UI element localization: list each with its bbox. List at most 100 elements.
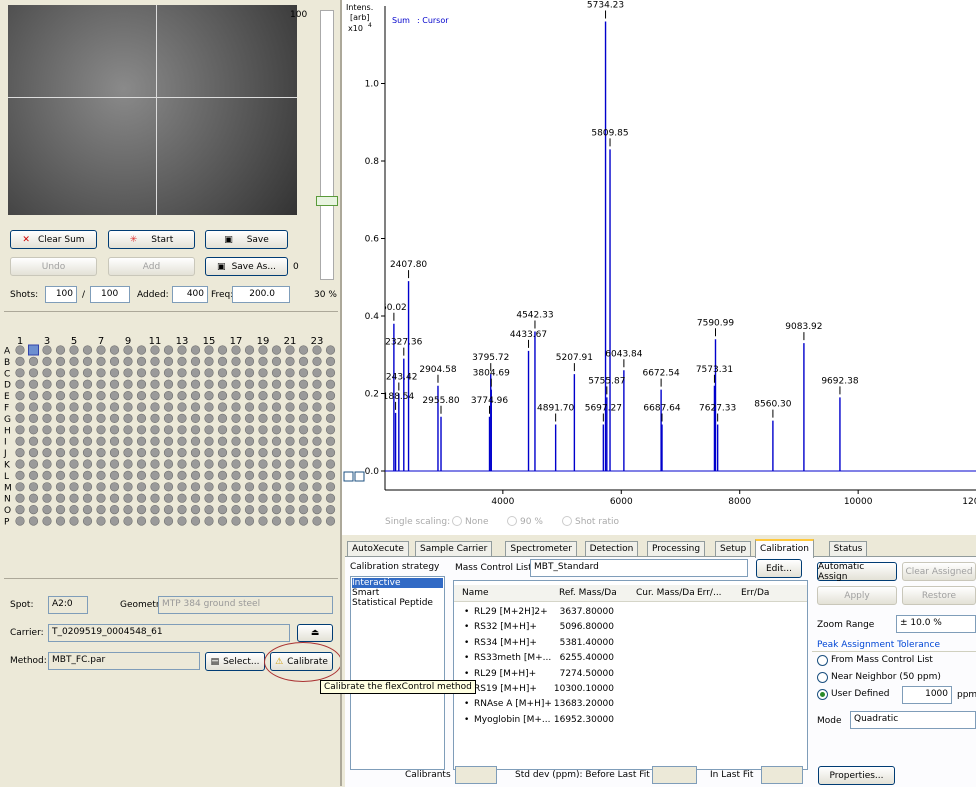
well bbox=[137, 483, 146, 492]
slider-thumb[interactable] bbox=[316, 196, 338, 206]
spectrum-view: Intens.[arb]x104Sum: Cursor0.00.20.40.60… bbox=[342, 0, 976, 535]
well bbox=[245, 357, 254, 366]
tab[interactable]: Processing bbox=[647, 541, 705, 556]
save-as-button[interactable]: ▣Save As... bbox=[205, 257, 288, 276]
well bbox=[218, 403, 227, 412]
well bbox=[110, 505, 119, 514]
well bbox=[124, 369, 133, 378]
well bbox=[286, 483, 295, 492]
mass-list-select[interactable]: MBT_Standard bbox=[530, 559, 748, 577]
peak-label: 5207.91 bbox=[556, 353, 593, 363]
well bbox=[326, 437, 335, 446]
shots-field[interactable]: 100 bbox=[45, 286, 77, 303]
well bbox=[299, 380, 308, 389]
well bbox=[83, 391, 92, 400]
column-label: 21 bbox=[284, 336, 297, 347]
well bbox=[137, 403, 146, 412]
clear-assigned-button[interactable]: Clear Assigned bbox=[902, 562, 976, 581]
undo-button[interactable]: Undo bbox=[10, 257, 97, 276]
tab[interactable]: Calibration bbox=[755, 539, 814, 558]
well bbox=[97, 357, 106, 366]
mode-select[interactable]: Quadratic bbox=[850, 711, 976, 729]
label: Save bbox=[247, 235, 269, 245]
method-label: Method: bbox=[10, 656, 47, 666]
well bbox=[178, 460, 187, 469]
well bbox=[164, 437, 173, 446]
geometry-select[interactable]: MTP 384 ground steel bbox=[158, 596, 333, 614]
added-label: Added: bbox=[137, 290, 169, 300]
well bbox=[286, 380, 295, 389]
tab[interactable]: Sample Carrier bbox=[415, 541, 492, 556]
well bbox=[43, 380, 52, 389]
well bbox=[191, 505, 200, 514]
well bbox=[110, 471, 119, 480]
well bbox=[259, 471, 268, 480]
well bbox=[56, 369, 65, 378]
properties-button[interactable]: Properties... bbox=[818, 766, 895, 785]
well bbox=[43, 391, 52, 400]
well bbox=[313, 505, 322, 514]
legend-entry: : Cursor bbox=[417, 16, 449, 25]
radio[interactable] bbox=[817, 655, 828, 666]
tab[interactable]: Spectrometer bbox=[505, 541, 577, 556]
well bbox=[43, 505, 52, 514]
automatic-assign-button[interactable]: Automatic Assign bbox=[817, 562, 897, 581]
well bbox=[151, 369, 160, 378]
well bbox=[286, 517, 295, 526]
restore-button[interactable]: Restore bbox=[902, 586, 976, 605]
save-button[interactable]: ▣Save bbox=[205, 230, 288, 249]
well bbox=[272, 426, 281, 435]
start-button[interactable]: ✳Start bbox=[108, 230, 195, 249]
eject-button[interactable]: ⏏ bbox=[297, 624, 333, 642]
apply-button[interactable]: Apply bbox=[817, 586, 897, 605]
well bbox=[313, 391, 322, 400]
clear-sum-button[interactable]: ✕Clear Sum bbox=[10, 230, 97, 249]
well bbox=[178, 483, 187, 492]
well bbox=[218, 460, 227, 469]
tab[interactable]: AutoXecute bbox=[347, 541, 409, 556]
well bbox=[205, 483, 214, 492]
well bbox=[259, 414, 268, 423]
radio[interactable] bbox=[817, 689, 828, 700]
well bbox=[97, 380, 106, 389]
separator-line bbox=[4, 311, 338, 312]
well bbox=[70, 505, 79, 514]
tolerance-field[interactable]: 1000 bbox=[902, 686, 952, 704]
well bbox=[43, 346, 52, 355]
well bbox=[43, 437, 52, 446]
mass-list-label: Mass Control List bbox=[455, 563, 532, 573]
app-window: 100 0 30 % ✕Clear Sum ✳Start ▣Save Undo … bbox=[0, 0, 976, 786]
well bbox=[232, 483, 241, 492]
well bbox=[70, 448, 79, 457]
scaling-option: None bbox=[465, 517, 489, 527]
well bbox=[137, 391, 146, 400]
edit-button[interactable]: Edit... bbox=[756, 559, 802, 578]
well bbox=[164, 471, 173, 480]
radio-label: Near Neighbor (50 ppm) bbox=[831, 672, 941, 682]
tab[interactable]: Status bbox=[829, 541, 868, 556]
well bbox=[16, 460, 25, 469]
tab[interactable]: Setup bbox=[715, 541, 751, 556]
bullet: • bbox=[464, 669, 469, 679]
well bbox=[29, 437, 38, 446]
add-button[interactable]: Add bbox=[108, 257, 195, 276]
tab[interactable]: Detection bbox=[585, 541, 639, 556]
well bbox=[97, 471, 106, 480]
well bbox=[259, 494, 268, 503]
radio[interactable] bbox=[817, 672, 828, 683]
radio-dot bbox=[820, 692, 825, 697]
well bbox=[97, 517, 106, 526]
bullet: • bbox=[464, 622, 469, 632]
y-tick-label: 0.4 bbox=[365, 312, 380, 322]
well bbox=[164, 448, 173, 457]
slider-track[interactable] bbox=[320, 10, 334, 280]
zoom-select[interactable]: ± 10.0 % bbox=[896, 615, 976, 633]
freq-field[interactable]: 200.0 bbox=[232, 286, 290, 303]
select-button[interactable]: ▤Select... bbox=[205, 652, 265, 671]
well bbox=[56, 357, 65, 366]
shots-total-field[interactable]: 100 bbox=[90, 286, 130, 303]
well bbox=[313, 369, 322, 378]
well bbox=[245, 380, 254, 389]
